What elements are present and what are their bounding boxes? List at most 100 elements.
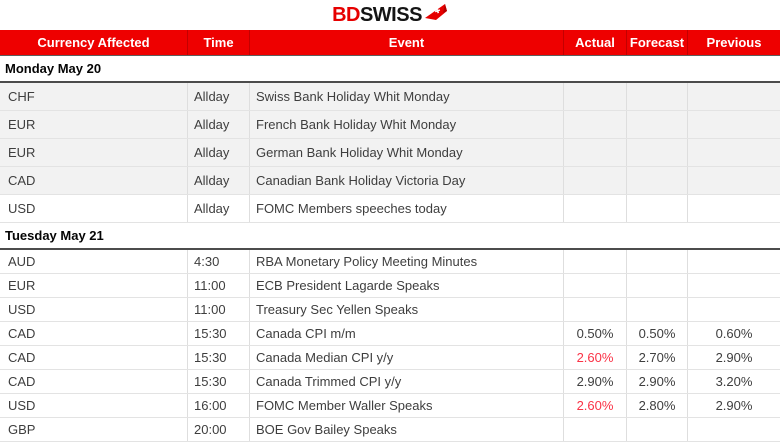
actual-cell: 2.60% bbox=[563, 394, 626, 417]
actual-cell bbox=[563, 298, 626, 321]
event-row: CAD 15:30 Canada CPI m/m 0.50% 0.50% 0.6… bbox=[0, 322, 780, 346]
previous-cell bbox=[687, 274, 780, 297]
date-section: Monday May 20 CHF Allday Swiss Bank Holi… bbox=[0, 56, 780, 223]
actual-cell: 2.60% bbox=[563, 346, 626, 369]
event-cell: German Bank Holiday Whit Monday bbox=[249, 139, 563, 166]
currency-cell: CAD bbox=[8, 326, 36, 341]
actual-cell bbox=[563, 274, 626, 297]
event-row: CAD 15:30 Canada Median CPI y/y 2.60% 2.… bbox=[0, 346, 780, 370]
time-cell: 11:00 bbox=[187, 298, 249, 321]
previous-cell bbox=[687, 167, 780, 194]
forecast-cell bbox=[626, 418, 687, 441]
actual-cell bbox=[563, 139, 626, 166]
actual-cell bbox=[563, 167, 626, 194]
actual-cell bbox=[563, 418, 626, 441]
event-row: AUD 4:30 RBA Monetary Policy Meeting Min… bbox=[0, 250, 780, 274]
event-row: CAD Allday Canadian Bank Holiday Victori… bbox=[0, 167, 780, 195]
calendar-sections: Monday May 20 CHF Allday Swiss Bank Holi… bbox=[0, 56, 780, 442]
forecast-cell bbox=[626, 274, 687, 297]
column-header-time: Time bbox=[187, 30, 249, 55]
section-rows: CHF Allday Swiss Bank Holiday Whit Monda… bbox=[0, 83, 780, 223]
time-cell: 20:00 bbox=[187, 418, 249, 441]
event-row: USD 11:00 Treasury Sec Yellen Speaks bbox=[0, 298, 780, 322]
previous-cell: 2.90% bbox=[687, 346, 780, 369]
event-row: USD 16:00 FOMC Member Waller Speaks 2.60… bbox=[0, 394, 780, 418]
currency-cell: EUR bbox=[8, 145, 36, 160]
event-cell: Swiss Bank Holiday Whit Monday bbox=[249, 83, 563, 110]
currency-cell: CAD bbox=[8, 350, 36, 365]
event-row: CHF Allday Swiss Bank Holiday Whit Monda… bbox=[0, 83, 780, 111]
time-cell: 11:00 bbox=[187, 274, 249, 297]
actual-cell bbox=[563, 250, 626, 273]
time-cell: 15:30 bbox=[187, 346, 249, 369]
currency-cell: USD bbox=[8, 302, 36, 317]
previous-cell bbox=[687, 195, 780, 222]
actual-cell: 0.50% bbox=[563, 322, 626, 345]
time-cell: Allday bbox=[187, 83, 249, 110]
logo-text-bd: BD bbox=[332, 3, 360, 26]
time-cell: 15:30 bbox=[187, 322, 249, 345]
event-row: GBP 20:00 BOE Gov Bailey Speaks bbox=[0, 418, 780, 442]
previous-cell: 2.90% bbox=[687, 394, 780, 417]
event-cell: BOE Gov Bailey Speaks bbox=[249, 418, 563, 441]
event-cell: Canadian Bank Holiday Victoria Day bbox=[249, 167, 563, 194]
logo-text-swiss: SWISS bbox=[359, 3, 422, 26]
date-section-header: Monday May 20 bbox=[0, 56, 780, 83]
swiss-flag-arrow-icon bbox=[424, 4, 447, 20]
previous-cell bbox=[687, 111, 780, 138]
event-cell: French Bank Holiday Whit Monday bbox=[249, 111, 563, 138]
event-cell: RBA Monetary Policy Meeting Minutes bbox=[249, 250, 563, 273]
logo-bar: BD SWISS bbox=[0, 0, 780, 30]
previous-cell bbox=[687, 250, 780, 273]
date-section-header: Tuesday May 21 bbox=[0, 223, 780, 250]
time-cell: 15:30 bbox=[187, 370, 249, 393]
forecast-cell bbox=[626, 250, 687, 273]
event-cell: Canada CPI m/m bbox=[249, 322, 563, 345]
event-cell: Treasury Sec Yellen Speaks bbox=[249, 298, 563, 321]
column-header-previous: Previous bbox=[687, 30, 780, 55]
time-cell: Allday bbox=[187, 167, 249, 194]
previous-cell bbox=[687, 139, 780, 166]
actual-cell bbox=[563, 111, 626, 138]
previous-cell bbox=[687, 83, 780, 110]
event-cell: Canada Median CPI y/y bbox=[249, 346, 563, 369]
table-header-row: Currency Affected Time Event Actual Fore… bbox=[0, 30, 780, 56]
column-header-currency: Currency Affected bbox=[37, 35, 150, 50]
time-cell: 16:00 bbox=[187, 394, 249, 417]
column-header-actual: Actual bbox=[563, 30, 626, 55]
event-cell: Canada Trimmed CPI y/y bbox=[249, 370, 563, 393]
actual-cell bbox=[563, 83, 626, 110]
event-cell: FOMC Member Waller Speaks bbox=[249, 394, 563, 417]
previous-cell: 0.60% bbox=[687, 322, 780, 345]
forecast-cell bbox=[626, 195, 687, 222]
forecast-cell bbox=[626, 83, 687, 110]
event-cell: FOMC Members speeches today bbox=[249, 195, 563, 222]
event-row: EUR Allday French Bank Holiday Whit Mond… bbox=[0, 111, 780, 139]
actual-cell: 2.90% bbox=[563, 370, 626, 393]
forecast-cell bbox=[626, 298, 687, 321]
event-row: USD Allday FOMC Members speeches today bbox=[0, 195, 780, 223]
section-rows: AUD 4:30 RBA Monetary Policy Meeting Min… bbox=[0, 250, 780, 442]
actual-cell bbox=[563, 195, 626, 222]
time-cell: Allday bbox=[187, 195, 249, 222]
event-row: EUR 11:00 ECB President Lagarde Speaks bbox=[0, 274, 780, 298]
forecast-cell bbox=[626, 139, 687, 166]
time-cell: Allday bbox=[187, 111, 249, 138]
currency-cell: CHF bbox=[8, 89, 35, 104]
event-row: CAD 15:30 Canada Trimmed CPI y/y 2.90% 2… bbox=[0, 370, 780, 394]
forecast-cell bbox=[626, 167, 687, 194]
time-cell: Allday bbox=[187, 139, 249, 166]
time-cell: 4:30 bbox=[187, 250, 249, 273]
currency-cell: USD bbox=[8, 398, 36, 413]
previous-cell bbox=[687, 418, 780, 441]
forecast-cell: 2.80% bbox=[626, 394, 687, 417]
currency-cell: EUR bbox=[8, 117, 36, 132]
currency-cell: USD bbox=[8, 201, 36, 216]
currency-cell: GBP bbox=[8, 422, 36, 437]
forecast-cell: 2.70% bbox=[626, 346, 687, 369]
forecast-cell: 2.90% bbox=[626, 370, 687, 393]
event-row: EUR Allday German Bank Holiday Whit Mond… bbox=[0, 139, 780, 167]
currency-cell: EUR bbox=[8, 278, 36, 293]
currency-cell: AUD bbox=[8, 254, 36, 269]
event-cell: ECB President Lagarde Speaks bbox=[249, 274, 563, 297]
